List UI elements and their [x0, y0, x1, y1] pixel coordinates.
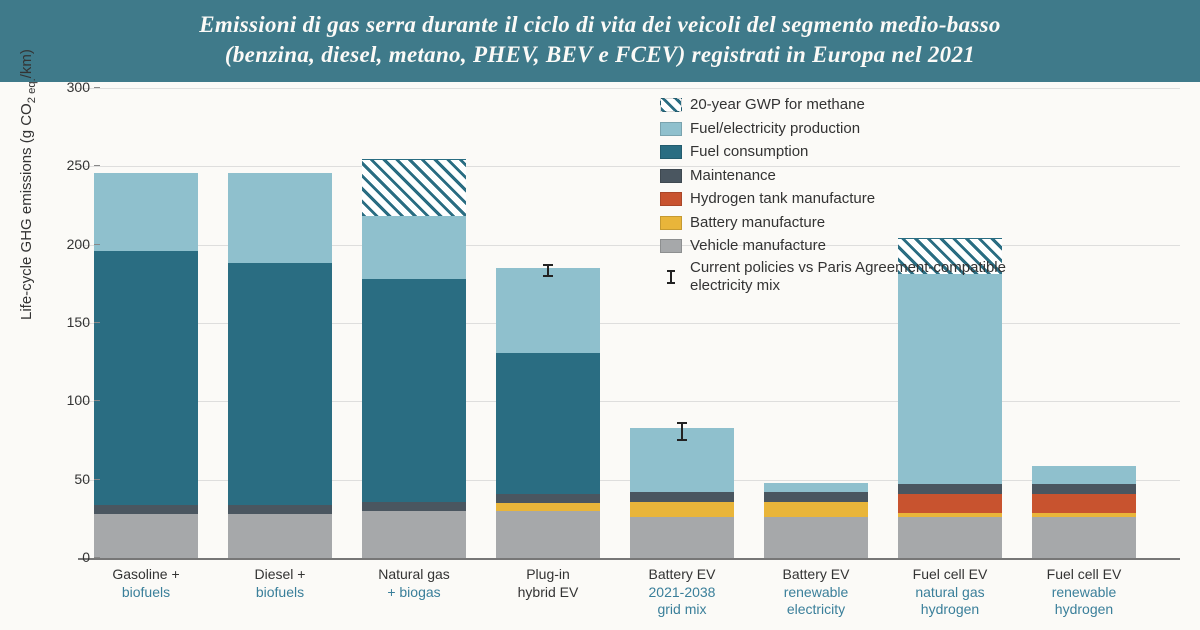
legend-label: Battery manufacture — [690, 212, 825, 235]
bar-segment-vehicle_manufacture — [228, 514, 332, 558]
legend-swatch — [660, 169, 682, 183]
legend-item: 20-year GWP for methane — [660, 94, 1040, 117]
bar-segment-maintenance — [228, 505, 332, 514]
bar-column — [94, 88, 198, 558]
bar-segment-maintenance — [94, 505, 198, 514]
error-bar — [681, 423, 683, 440]
legend-label: Vehicle manufacture — [690, 235, 826, 258]
legend: 20-year GWP for methaneFuel/electricity … — [660, 94, 1040, 296]
bar-segment-fuel_electricity_production — [94, 173, 198, 251]
bar-segment-maintenance — [362, 502, 466, 511]
chart-title-bar: Emissioni di gas serra durante il ciclo … — [0, 0, 1200, 82]
bar-segment-fuel_consumption — [228, 263, 332, 504]
x-axis-label: Battery EVrenewableelectricity — [750, 566, 882, 619]
bar-segment-vehicle_manufacture — [94, 514, 198, 558]
bar-column — [1032, 88, 1136, 558]
x-axis-label: Plug-inhybrid EV — [482, 566, 614, 601]
legend-item: Current policies vs Paris Agreement-comp… — [660, 259, 1040, 295]
legend-label: Current policies vs Paris Agreement-comp… — [690, 259, 1040, 295]
legend-label: Maintenance — [690, 165, 776, 188]
bar-column — [228, 88, 332, 558]
bar-segment-fuel_consumption — [94, 251, 198, 505]
x-axis-label: Fuel cell EVrenewablehydrogen — [1018, 566, 1150, 619]
bar-segment-maintenance — [898, 484, 1002, 493]
bar-segment-maintenance — [764, 492, 868, 501]
legend-label: Fuel/electricity production — [690, 118, 860, 141]
x-axis-label: Gasoline +biofuels — [80, 566, 212, 601]
legend-swatch — [660, 216, 682, 230]
bar-segment-methane_gwp — [362, 159, 466, 217]
bar-column — [496, 88, 600, 558]
x-axis-label: Battery EV2021-2038grid mix — [616, 566, 748, 619]
x-axis-baseline — [78, 558, 1180, 560]
bar-segment-maintenance — [1032, 484, 1136, 493]
bar-segment-fuel_electricity_production — [228, 173, 332, 264]
legend-item: Fuel consumption — [660, 141, 1040, 164]
bar-segment-hydrogen_tank_manufacture — [1032, 494, 1136, 513]
bar-segment-fuel_electricity_production — [362, 216, 466, 279]
bar-segment-fuel_consumption — [362, 279, 466, 501]
legend-item: Battery manufacture — [660, 212, 1040, 235]
legend-item: Fuel/electricity production — [660, 118, 1040, 141]
legend-item: Hydrogen tank manufacture — [660, 188, 1040, 211]
bar-segment-maintenance — [496, 494, 600, 503]
bar-segment-battery_manufacture — [630, 502, 734, 518]
x-axis-label: Natural gas+ biogas — [348, 566, 480, 601]
bar-segment-battery_manufacture — [764, 502, 868, 518]
error-bar — [547, 265, 549, 276]
chart-title-line1: Emissioni di gas serra durante il ciclo … — [199, 12, 1000, 37]
legend-swatch — [660, 239, 682, 253]
y-tick-label: 100 — [30, 392, 90, 408]
x-axis-label: Diesel +biofuels — [214, 566, 346, 601]
bar-segment-vehicle_manufacture — [1032, 517, 1136, 558]
bar-segment-vehicle_manufacture — [898, 517, 1002, 558]
y-tick-label: 50 — [30, 471, 90, 487]
bar-segment-maintenance — [630, 492, 734, 501]
legend-item: Vehicle manufacture — [660, 235, 1040, 258]
bar-segment-hydrogen_tank_manufacture — [898, 494, 1002, 513]
legend-swatch — [660, 192, 682, 206]
bar-segment-fuel_consumption — [496, 353, 600, 494]
y-tick-label: 300 — [30, 79, 90, 95]
legend-label: Fuel consumption — [690, 141, 808, 164]
bar-column — [362, 88, 466, 558]
bar-segment-fuel_electricity_production — [496, 268, 600, 353]
bar-segment-battery_manufacture — [898, 513, 1002, 518]
bar-segment-vehicle_manufacture — [764, 517, 868, 558]
bar-segment-fuel_electricity_production — [898, 274, 1002, 484]
bar-segment-vehicle_manufacture — [362, 511, 466, 558]
chart-title-line2: (benzina, diesel, metano, PHEV, BEV e FC… — [225, 42, 975, 67]
y-tick-label: 200 — [30, 236, 90, 252]
legend-swatch — [660, 145, 682, 159]
bar-segment-battery_manufacture — [1032, 513, 1136, 518]
error-bar-icon — [660, 270, 682, 284]
legend-item: Maintenance — [660, 165, 1040, 188]
bar-segment-vehicle_manufacture — [630, 517, 734, 558]
bar-segment-fuel_electricity_production — [1032, 466, 1136, 485]
bar-segment-battery_manufacture — [496, 503, 600, 511]
legend-swatch — [660, 122, 682, 136]
legend-label: 20-year GWP for methane — [690, 94, 865, 117]
legend-swatch — [660, 98, 682, 112]
y-tick-label: 250 — [30, 157, 90, 173]
legend-label: Hydrogen tank manufacture — [690, 188, 875, 211]
bar-segment-fuel_electricity_production — [764, 483, 868, 492]
x-axis-label: Fuel cell EVnatural gashydrogen — [884, 566, 1016, 619]
y-tick-label: 0 — [30, 549, 90, 565]
y-tick-label: 150 — [30, 314, 90, 330]
bar-segment-vehicle_manufacture — [496, 511, 600, 558]
